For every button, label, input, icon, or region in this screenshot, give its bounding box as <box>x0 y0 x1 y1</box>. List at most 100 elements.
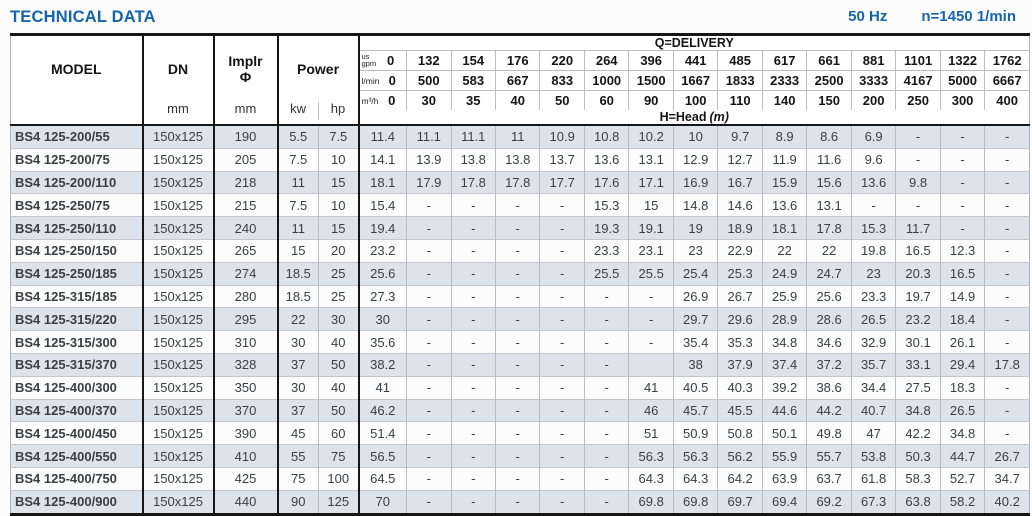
head-value-cell: 39.2 <box>761 375 807 400</box>
head-value-cell: 69.7 <box>717 489 763 515</box>
power-kw-cell: 5.5 <box>276 125 319 149</box>
head-value-cell: - <box>539 238 585 263</box>
head-value-cell: 29.7 <box>672 307 718 331</box>
head-value-cell: 14.9 <box>939 284 985 308</box>
impeller-cell: 240 <box>212 216 278 240</box>
head-value-cell: - <box>450 489 496 515</box>
head-value-cell: - <box>450 398 496 422</box>
head-value-cell: 25.5 <box>583 261 629 286</box>
pump-row: BS4 125-400/300 150x125 350 30 40 41- - - - -41 40… <box>10 375 1030 400</box>
page-header: TECHNICAL DATA 50 Hz n=1450 1/min <box>0 0 1032 33</box>
head-value-cell: 34.8 <box>939 421 985 445</box>
head-value-cell: - <box>494 375 540 400</box>
dn-cell: 150x125 <box>141 284 214 308</box>
head-value-cell: - <box>984 330 1030 354</box>
head-value-cell: 17.7 <box>539 170 585 194</box>
flow-value-cell: 1322 <box>939 50 985 71</box>
head-value-cell: 16.7 <box>717 170 763 194</box>
head-unit-label: (m) <box>709 110 729 124</box>
impeller-cell: 215 <box>212 193 278 217</box>
dn-cell: 150x125 <box>141 147 214 172</box>
model-cell: BS4 125-250/150 <box>10 238 143 263</box>
pump-row: BS4 125-250/185 150x125 274 18.5 25 25.6- - - -2… <box>10 261 1030 286</box>
head-value-cell: 23.3 <box>850 284 896 308</box>
power-kw-cell: 75 <box>276 466 319 491</box>
flow-value-cell: 881 <box>850 50 896 71</box>
head-value-cell: 17.8 <box>806 216 852 240</box>
head-value-cell: - <box>583 375 629 400</box>
head-value-cell: - <box>406 284 451 308</box>
head-value-cell: 13.1 <box>806 193 852 217</box>
flow-value-cell: 6667 <box>984 70 1030 91</box>
power-kw-cell: 30 <box>276 375 319 400</box>
column-header-impeller: Implr Φ mm <box>212 34 278 126</box>
head-value-cell: 9.8 <box>895 170 941 194</box>
head-value-cell: - <box>939 125 985 149</box>
head-value-cell: - <box>450 421 496 445</box>
head-value-cell: 18.1 <box>761 216 807 240</box>
head-value-cell: 10.8 <box>583 125 629 149</box>
dn-cell: 150x125 <box>141 238 214 263</box>
power-hp-cell: 15 <box>317 170 359 194</box>
flow-unit-cell: l/min 0 <box>357 70 407 91</box>
spec-labels: 50 Hz n=1450 1/min <box>848 8 1016 25</box>
head-value-cell: - <box>406 398 451 422</box>
head-value-cell: 40.5 <box>672 375 718 400</box>
head-band-label: H=Head (m) <box>357 110 1030 126</box>
model-cell: BS4 125-400/450 <box>10 421 143 445</box>
head-value-cell: - <box>494 398 540 422</box>
impeller-cell: 218 <box>212 170 278 194</box>
flow-value-cell: 833 <box>539 70 585 91</box>
pump-row: BS4 125-200/110 150x125 218 11 15 18.1 17.9 17.… <box>10 170 1030 194</box>
head-value-cell: 34.8 <box>761 330 807 354</box>
power-hp-cell: 40 <box>317 375 359 400</box>
head-value-cell: - <box>406 238 451 263</box>
head-value-cell: 23.1 <box>628 238 674 263</box>
head-value-cell: - <box>895 193 941 217</box>
model-unit-spacer <box>11 102 142 120</box>
head-value-cell: 23.2 <box>357 238 407 263</box>
head-value-cell: 51.4 <box>357 421 407 445</box>
head-value-cell: - <box>583 330 629 354</box>
power-kw-cell: 22 <box>276 307 319 331</box>
flow-unit-cell: us gpm 0 <box>357 50 407 71</box>
head-value-cell: 26.5 <box>939 398 985 422</box>
power-hp-cell: 25 <box>317 284 359 308</box>
head-value-cell: - <box>406 444 451 468</box>
head-value-cell: - <box>406 352 451 377</box>
head-value-cell: 46.2 <box>357 398 407 422</box>
head-value-cell: 11 <box>494 125 540 149</box>
head-value-cell: 32.9 <box>850 330 896 354</box>
head-value-cell: 17.8 <box>494 170 540 194</box>
flow-value-cell: 30 <box>406 90 451 110</box>
impeller-cell: 205 <box>212 147 278 172</box>
head-value-cell: - <box>406 466 451 491</box>
head-value-cell: 15.3 <box>850 216 896 240</box>
head-value-cell: 19 <box>672 216 718 240</box>
head-value-cell: 61.8 <box>850 466 896 491</box>
head-value-cell: 26.7 <box>984 444 1030 468</box>
model-cell: BS4 125-400/370 <box>10 398 143 422</box>
head-value-cell: 44.2 <box>806 398 852 422</box>
head-value-cell: 17.8 <box>450 170 496 194</box>
power-kw-cell: 37 <box>276 398 319 422</box>
pump-row: BS4 125-250/150 150x125 265 15 20 23.2- - - -23.… <box>10 238 1030 263</box>
flow-value-cell: 35 <box>450 90 496 110</box>
head-value-cell: 34.6 <box>806 330 852 354</box>
head-value-cell: 37.2 <box>806 352 852 377</box>
flow-value-cell: 2333 <box>761 70 807 91</box>
head-value-cell: 41 <box>628 375 674 400</box>
head-value-cell: 34.7 <box>984 466 1030 491</box>
pump-row: BS4 125-315/300 150x125 310 30 40 35.6- - - - - -3… <box>10 330 1030 354</box>
pump-row: BS4 125-400/450 150x125 390 45 60 51.4- - - - -51… <box>10 421 1030 445</box>
impeller-header-label: Implr Φ <box>228 53 263 85</box>
flow-value-cell: 50 <box>539 90 585 110</box>
flow-value-cell: 100 <box>672 90 718 110</box>
dn-cell: 150x125 <box>141 261 214 286</box>
power-hp-cell: 20 <box>317 238 359 263</box>
pump-row: BS4 125-315/370 150x125 328 37 50 38.2- - - - -38… <box>10 352 1030 377</box>
head-value-cell: 19.4 <box>357 216 407 240</box>
kw-unit-label: kw <box>290 101 306 116</box>
head-value-cell: - <box>450 261 496 286</box>
head-value-cell: - <box>939 216 985 240</box>
